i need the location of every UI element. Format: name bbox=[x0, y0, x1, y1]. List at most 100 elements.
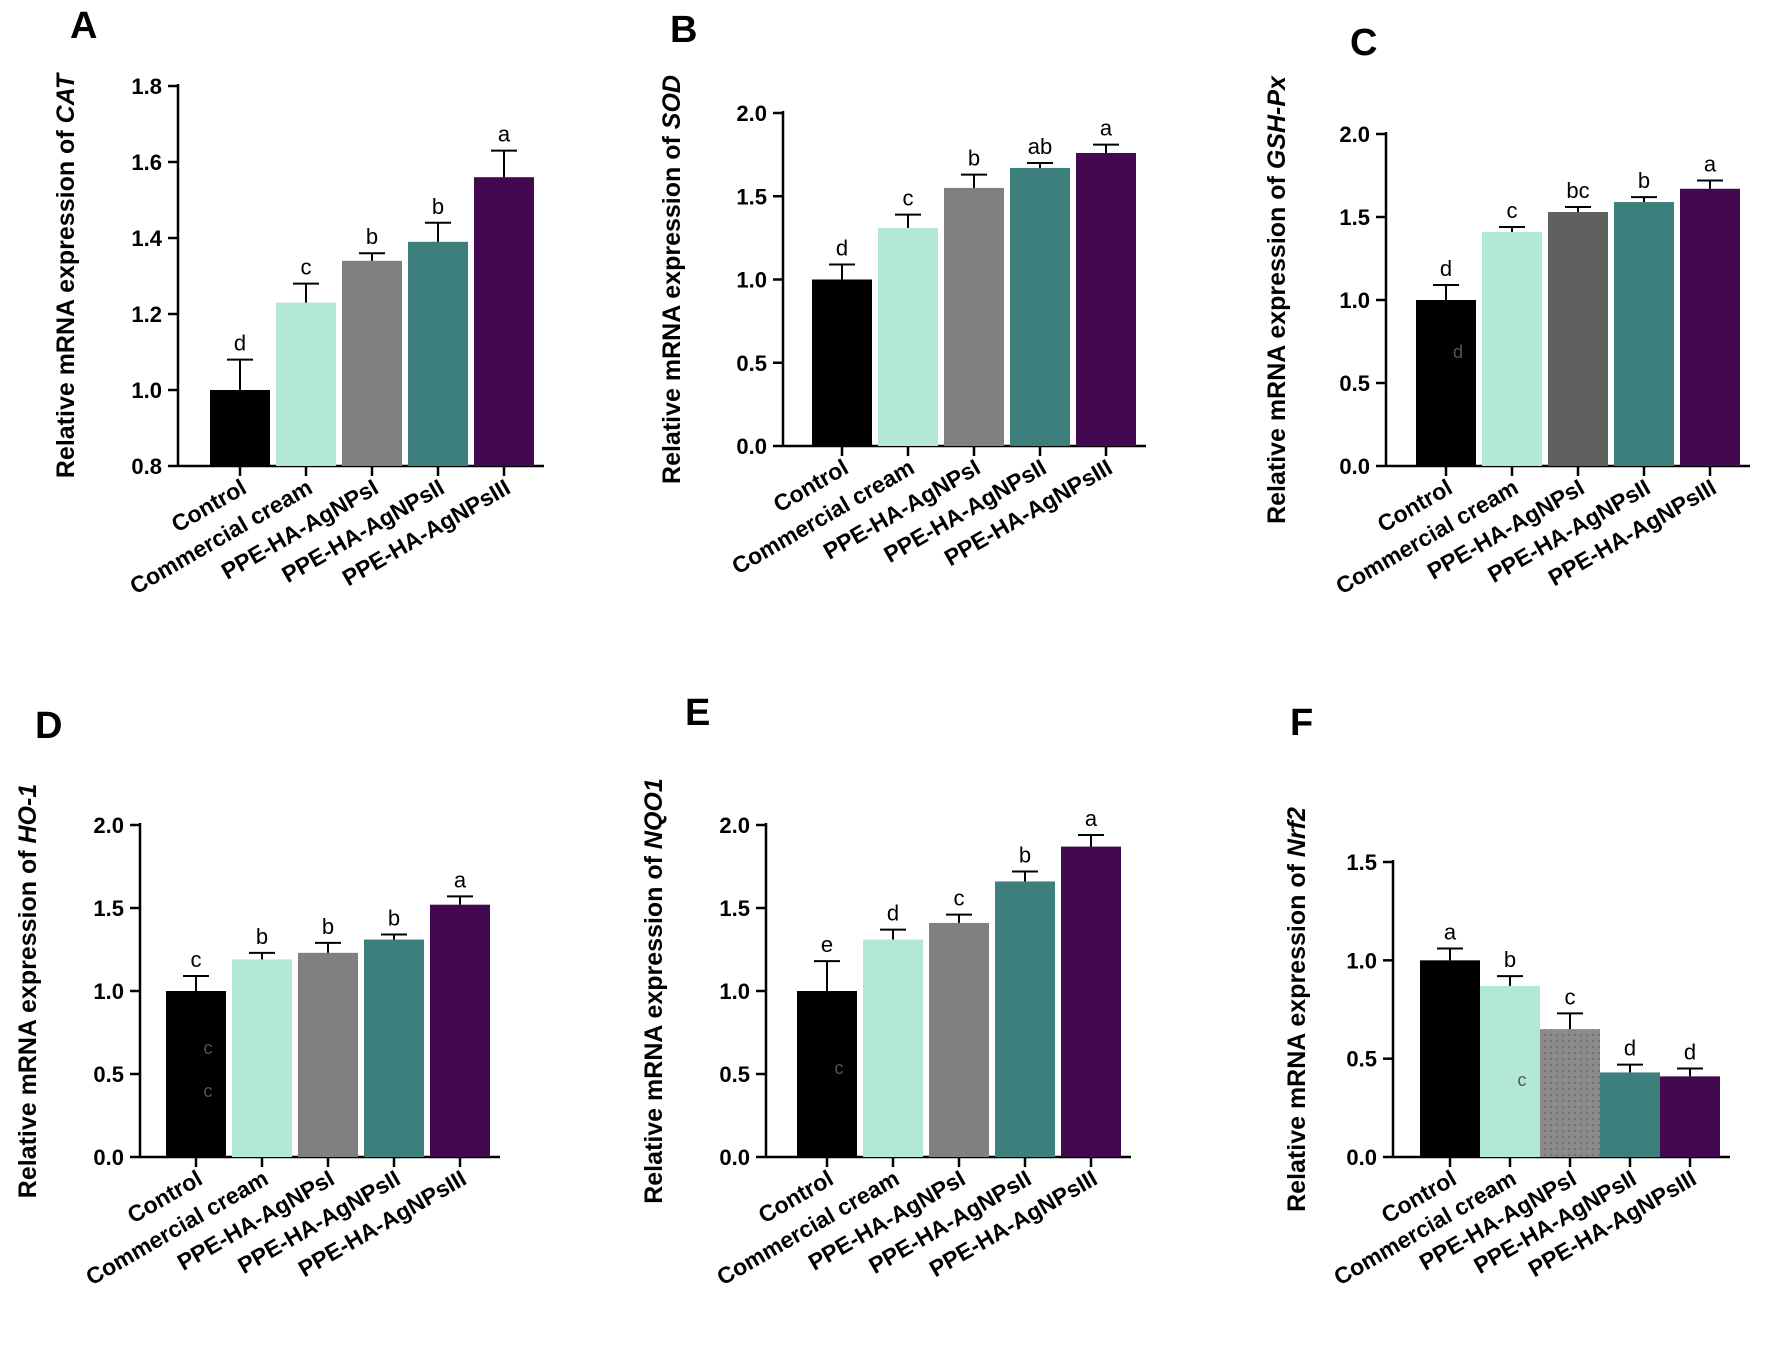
bar bbox=[944, 187, 1004, 447]
bar bbox=[1482, 231, 1542, 466]
y-tick-label: 1.0 bbox=[736, 268, 767, 293]
y-axis-label-text: Relative mRNA expression of bbox=[52, 123, 80, 478]
panel-letter: E bbox=[685, 692, 710, 734]
bar bbox=[995, 881, 1055, 1157]
y-axis-label-text: Relative mRNA expression of bbox=[14, 843, 42, 1198]
y-tick-label: 0.0 bbox=[1339, 454, 1370, 479]
y-axis-label: Relative mRNA expression of HO-1 bbox=[14, 784, 42, 1198]
bar bbox=[430, 904, 490, 1157]
y-axis-label-gene: CAT bbox=[52, 71, 80, 123]
bar bbox=[1660, 1076, 1720, 1157]
y-axis-label: Relative mRNA expression of GSH-Px bbox=[1263, 75, 1291, 524]
y-tick-label: 0.0 bbox=[93, 1145, 124, 1170]
y-axis-label: Relative mRNA expression of NQO1 bbox=[640, 778, 668, 1204]
significance-label: a bbox=[1444, 920, 1457, 945]
y-axis-label-text: Relative mRNA expression of bbox=[1283, 857, 1311, 1212]
panel-letter: D bbox=[35, 705, 62, 747]
significance-label: c bbox=[903, 186, 914, 211]
stray-label: c bbox=[1518, 1070, 1527, 1090]
y-tick-label: 1.2 bbox=[131, 302, 162, 327]
y-tick-label: 1.0 bbox=[131, 378, 162, 403]
y-tick-label: 2.0 bbox=[1339, 122, 1370, 147]
stray-label: d bbox=[1453, 342, 1463, 362]
bar bbox=[1540, 1029, 1600, 1157]
y-axis-label-gene: HO-1 bbox=[14, 784, 42, 844]
chart-panel-E: E Relative mRNA expression of NQO1 0.0 0.5 1… bbox=[640, 692, 1131, 1290]
y-tick-label: 0.5 bbox=[736, 351, 767, 376]
bar bbox=[1600, 1072, 1660, 1157]
significance-label: d bbox=[234, 331, 246, 356]
significance-label: b bbox=[322, 914, 334, 939]
y-tick-label: 1.0 bbox=[1339, 288, 1370, 313]
significance-label: d bbox=[1624, 1036, 1636, 1061]
y-tick-label: 1.0 bbox=[719, 979, 750, 1004]
y-axis-label: Relative mRNA expression of SOD bbox=[658, 75, 686, 484]
significance-label: c bbox=[954, 886, 965, 911]
y-tick-label: 0.5 bbox=[1346, 1047, 1377, 1072]
y-tick-label: 1.5 bbox=[1339, 205, 1370, 230]
y-tick-label: 1.6 bbox=[131, 150, 162, 175]
y-tick-label: 1.5 bbox=[719, 896, 750, 921]
stray-label: c bbox=[835, 1058, 844, 1078]
bar bbox=[298, 952, 358, 1157]
significance-label: c bbox=[1565, 984, 1576, 1009]
significance-label: d bbox=[1684, 1040, 1696, 1065]
bar bbox=[232, 959, 292, 1157]
significance-label: e bbox=[821, 932, 833, 957]
y-tick-label: 0.0 bbox=[1346, 1145, 1377, 1170]
y-axis-label-text: Relative mRNA expression of bbox=[640, 849, 668, 1204]
bar bbox=[863, 939, 923, 1157]
bar bbox=[1480, 985, 1540, 1157]
significance-label: a bbox=[454, 867, 467, 892]
chart-panel-B: B Relative mRNA expression of SOD 0.0 0.5 1.… bbox=[658, 9, 1146, 579]
bar bbox=[1680, 188, 1740, 466]
y-tick-label: 0.0 bbox=[736, 434, 767, 459]
chart-panel-F: F Relative mRNA expression of Nrf2 0.0 0.5 1… bbox=[1283, 702, 1730, 1290]
significance-label: a bbox=[1085, 806, 1098, 831]
y-tick-label: 0.8 bbox=[131, 454, 162, 479]
y-axis-label-text: Relative mRNA expression of bbox=[658, 129, 686, 484]
y-axis-label: Relative mRNA expression of CAT bbox=[52, 71, 80, 478]
bar bbox=[1420, 960, 1480, 1157]
bar bbox=[166, 991, 226, 1157]
stray-label: c bbox=[204, 1038, 213, 1058]
y-tick-label: 2.0 bbox=[719, 813, 750, 838]
y-tick-label: 2.0 bbox=[736, 101, 767, 126]
significance-label: a bbox=[498, 122, 511, 147]
significance-label: b bbox=[968, 146, 980, 171]
y-tick-label: 1.5 bbox=[1346, 850, 1377, 875]
bar bbox=[1548, 212, 1608, 466]
bar bbox=[797, 991, 857, 1157]
y-axis-label-gene: Nrf2 bbox=[1283, 807, 1311, 857]
chart-panel-A: A Relative mRNA expression of CAT 0.8 1.0 1.… bbox=[52, 5, 544, 599]
panel-letter: F bbox=[1290, 702, 1313, 744]
significance-label: d bbox=[836, 236, 848, 261]
chart-panel-D: D Relative mRNA expression of HO-1 0.0 0.5 1… bbox=[14, 705, 500, 1290]
bar bbox=[1076, 152, 1136, 446]
significance-label: bc bbox=[1566, 178, 1589, 203]
y-tick-label: 0.5 bbox=[719, 1062, 750, 1087]
significance-label: d bbox=[887, 901, 899, 926]
y-axis-label: Relative mRNA expression of Nrf2 bbox=[1283, 807, 1311, 1212]
y-tick-label: 1.4 bbox=[131, 226, 162, 251]
significance-label: c bbox=[301, 255, 312, 280]
bar bbox=[1416, 300, 1476, 466]
y-tick-label: 1.5 bbox=[93, 896, 124, 921]
y-axis-label-gene: GSH-Px bbox=[1263, 75, 1291, 169]
significance-label: ab bbox=[1028, 134, 1052, 159]
chart-panel-C: C Relative mRNA expression of GSH-Px 0.0 0.… bbox=[1263, 22, 1750, 599]
significance-label: c bbox=[191, 947, 202, 972]
significance-label: b bbox=[1019, 842, 1031, 867]
y-axis-label-gene: NQO1 bbox=[640, 778, 668, 849]
bar bbox=[1061, 846, 1121, 1157]
significance-label: d bbox=[1440, 256, 1452, 281]
bar bbox=[878, 227, 938, 446]
bar bbox=[1010, 167, 1070, 446]
panel-letter: C bbox=[1350, 22, 1377, 64]
significance-label: b bbox=[432, 194, 444, 219]
y-tick-label: 1.0 bbox=[1346, 948, 1377, 973]
bar bbox=[408, 241, 468, 466]
significance-label: b bbox=[1504, 947, 1516, 972]
bar bbox=[812, 279, 872, 446]
